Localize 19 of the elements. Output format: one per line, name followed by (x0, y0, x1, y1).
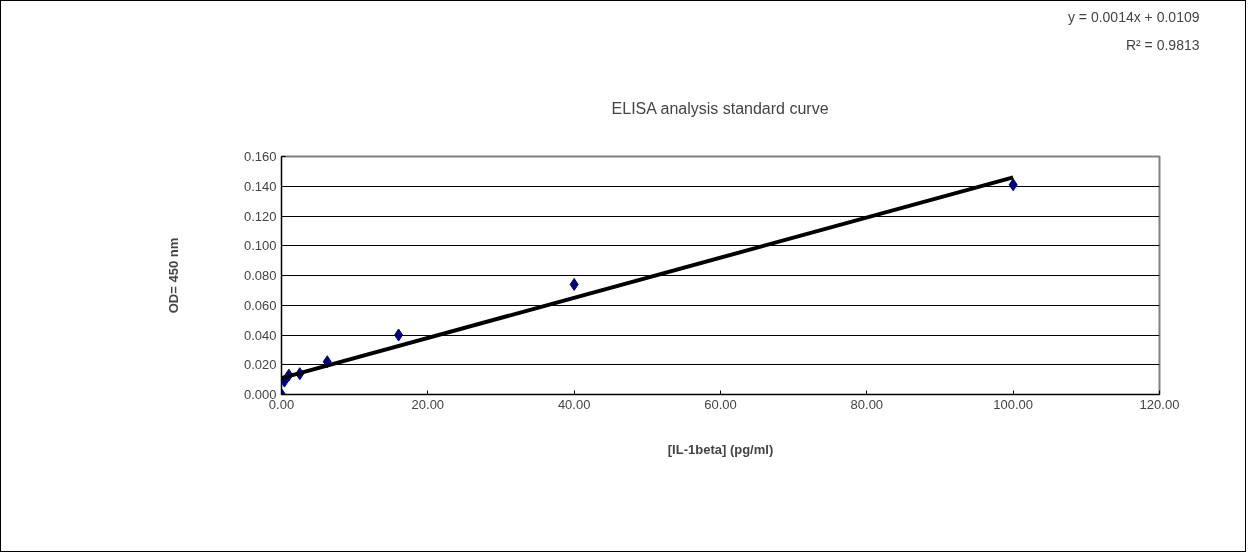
y-tick-label: 0.020 (243, 357, 277, 373)
y-tick-label: 0.080 (243, 268, 277, 283)
y-tick-label: 0.040 (243, 327, 277, 343)
text: R² = 0.9813 (1125, 36, 1200, 53)
x-tick-label: 120.00 (1139, 396, 1180, 412)
y-tick-label: 0.060 (243, 297, 277, 313)
chart-title: ELISA analysis standard curve (611, 99, 829, 117)
text: y = 0.0014x + 0.0109 (1067, 8, 1200, 25)
y-tick-label: 0.100 (243, 238, 277, 254)
x-tick-label: 20.00 (411, 396, 445, 412)
y-tick-label: 0.160 (243, 149, 277, 164)
x-tick-label: 100.00 (993, 396, 1034, 412)
x-tick-label: 40.00 (557, 396, 591, 412)
x-tick-label: 60.00 (704, 396, 737, 412)
y-tick-label: 0.140 (243, 178, 277, 194)
y-tick-label: 0.120 (243, 208, 277, 224)
x-tick-label: 80.00 (850, 396, 884, 412)
y-axis-title: OD= 450 nm (165, 237, 181, 314)
x-axis-title: [IL-1beta] (pg/ml) (667, 441, 774, 457)
